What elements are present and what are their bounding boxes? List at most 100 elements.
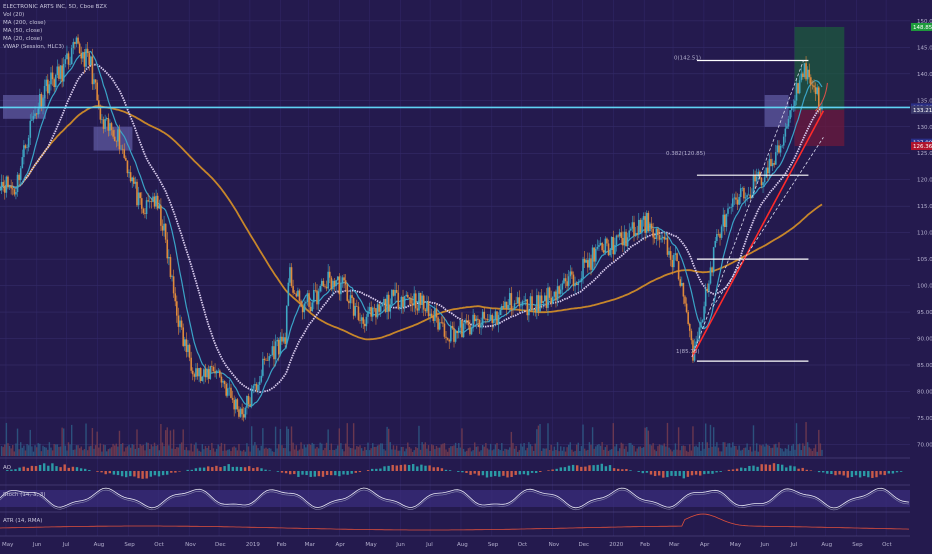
- candle-body: [434, 308, 436, 321]
- candle-body: [584, 259, 586, 263]
- volume-bar: [175, 449, 176, 456]
- volume-bar: [189, 450, 190, 456]
- volume-bar: [47, 450, 48, 456]
- volume-bar: [380, 443, 381, 456]
- volume-bar: [90, 446, 91, 456]
- candle-body: [671, 260, 673, 267]
- candle-body: [155, 196, 157, 207]
- ao-pane-label[interactable]: AO: [3, 465, 12, 471]
- candle-body: [6, 177, 8, 193]
- volume-bar: [796, 423, 797, 456]
- symbol-title[interactable]: ELECTRONIC ARTS INC, 5D, Cboe BZX: [3, 4, 107, 10]
- candle-body: [651, 224, 653, 229]
- ao-bar: [469, 471, 471, 475]
- candle-body: [246, 396, 248, 408]
- candle-body: [515, 303, 517, 304]
- candle-body: [225, 384, 227, 396]
- volume-bar: [45, 448, 46, 456]
- candle-body: [57, 67, 59, 76]
- indicator-ma50[interactable]: MA (50, close): [3, 28, 42, 34]
- ao-bar: [338, 471, 340, 476]
- volume-bar: [772, 448, 773, 456]
- time-tick-label: Sep: [124, 542, 135, 548]
- volume-bar: [22, 448, 23, 456]
- time-tick-label: Jul: [790, 542, 798, 548]
- ao-bar: [23, 467, 25, 471]
- candle-body: [601, 243, 603, 250]
- volume-bar: [680, 450, 681, 456]
- ao-bar: [900, 471, 902, 472]
- candle-body: [394, 290, 396, 296]
- indicator-ma200[interactable]: MA (200, close): [3, 20, 46, 26]
- candle-body: [632, 222, 634, 228]
- volume-bar: [370, 448, 371, 456]
- candle-body: [800, 74, 802, 81]
- volume-bar: [528, 442, 529, 456]
- volume-bar: [383, 449, 384, 456]
- candle-body: [409, 297, 411, 298]
- candle-body: [783, 137, 785, 146]
- candle-body: [554, 292, 556, 297]
- candle-body: [764, 177, 766, 182]
- candle-body: [452, 326, 454, 328]
- candle-body: [542, 301, 544, 303]
- time-tick-label: Jul: [62, 542, 70, 548]
- time-tick-label: Oct: [882, 542, 892, 548]
- ao-bar: [646, 471, 648, 473]
- volume-bar: [417, 448, 418, 456]
- atr-pane-label[interactable]: ATR (14, RMA): [3, 518, 42, 524]
- candle-body: [342, 277, 344, 283]
- volume-bar: [754, 451, 755, 456]
- candle-body: [710, 267, 712, 283]
- volume-bar: [695, 446, 696, 456]
- indicator-vol[interactable]: Vol (20): [3, 12, 24, 18]
- volume-bar: [133, 445, 134, 456]
- volume-bar: [423, 444, 424, 456]
- volume-bar: [4, 445, 5, 456]
- volume-bar: [437, 448, 438, 456]
- fib-label-bottom: 1(85.73): [676, 349, 700, 355]
- ao-bar: [744, 468, 746, 471]
- volume-bar: [82, 450, 83, 456]
- volume-bar: [482, 445, 483, 456]
- volume-bar: [748, 450, 749, 456]
- ao-bar: [588, 465, 590, 471]
- volume-bar: [358, 447, 359, 456]
- volume-bar: [480, 450, 481, 456]
- ao-bar: [859, 471, 861, 477]
- candle-body: [431, 314, 433, 317]
- volume-bar: [616, 444, 617, 456]
- candle-body: [313, 290, 315, 302]
- candle-body: [205, 369, 207, 377]
- candle-body: [233, 400, 235, 409]
- volume-bar: [758, 452, 759, 456]
- candle-body: [590, 258, 592, 269]
- indicator-vwap[interactable]: VWAP (Session, HLC3): [3, 44, 64, 50]
- candle-body: [26, 147, 28, 148]
- ao-bar: [666, 471, 668, 477]
- volume-bar: [614, 446, 615, 456]
- ao-bar: [277, 471, 279, 472]
- price-tag-label: 126.36: [913, 144, 932, 150]
- indicator-ma20[interactable]: MA (20, close): [3, 36, 42, 42]
- ao-bar: [248, 466, 250, 471]
- candle-body: [346, 284, 348, 300]
- ao-bar: [105, 471, 107, 474]
- volume-bar: [421, 442, 422, 456]
- volume-bar: [364, 447, 365, 456]
- volume-bar: [375, 447, 376, 456]
- volume-bar: [345, 444, 346, 456]
- stoch-pane-label[interactable]: Stoch (14, 3, 3): [3, 492, 46, 498]
- ao-bar: [580, 467, 582, 471]
- volume-bar: [503, 451, 504, 456]
- volume-bar: [81, 447, 82, 456]
- volume-bar: [58, 447, 59, 456]
- ao-bar: [170, 471, 172, 473]
- volume-bar: [114, 445, 115, 456]
- candle-body: [22, 157, 24, 168]
- ao-bar: [560, 467, 562, 471]
- ao-bar: [629, 470, 631, 471]
- volume-bar: [452, 446, 453, 456]
